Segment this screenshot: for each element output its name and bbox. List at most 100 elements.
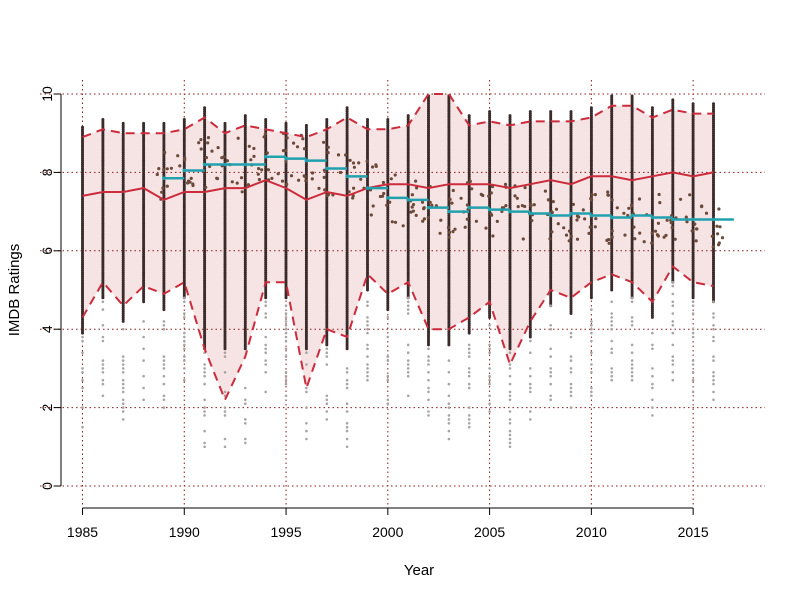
- rating-point-jitter: [554, 207, 559, 211]
- band-fill: [82, 94, 714, 400]
- rating-point-outlier: [386, 398, 390, 402]
- rating-point-outlier: [427, 347, 430, 351]
- rating-point-jitter: [352, 186, 356, 190]
- rating-point-outlier: [101, 378, 105, 382]
- year-points-2002: [420, 94, 438, 417]
- rating-point-outlier: [264, 300, 268, 304]
- rating-point-outlier: [447, 422, 451, 425]
- rating-point-outlier: [508, 410, 512, 413]
- rating-point-jitter: [655, 233, 660, 237]
- rating-point-jitter: [481, 193, 485, 198]
- rating-point-jitter: [322, 140, 326, 144]
- rating-point-jitter: [588, 225, 592, 229]
- rating-point-outlier: [712, 398, 715, 402]
- rating-point-outlier: [81, 335, 84, 339]
- rating-point-outlier: [508, 351, 512, 355]
- rating-point-jitter: [610, 229, 614, 233]
- yearly-average-point: [508, 209, 512, 214]
- rating-point-jitter: [189, 176, 193, 180]
- rating-point-outlier: [467, 351, 471, 355]
- rating-point-outlier: [712, 371, 715, 374]
- rating-point-jitter: [610, 235, 614, 239]
- rating-point-jitter: [204, 156, 208, 160]
- rating-point-jitter: [564, 233, 569, 237]
- rating-point-jitter: [446, 225, 450, 230]
- rating-point-outlier: [630, 343, 634, 347]
- rating-point-outlier: [203, 367, 206, 370]
- rating-point-outlier: [671, 324, 675, 327]
- rating-point-outlier: [366, 367, 369, 370]
- rating-point: [203, 106, 207, 110]
- rating-point-outlier: [81, 371, 84, 374]
- rating-point-outlier: [590, 394, 593, 398]
- rating-point-jitter: [571, 202, 576, 206]
- rating-point-outlier: [712, 316, 715, 319]
- rating-point-jitter: [199, 147, 203, 151]
- rating-point-outlier: [508, 382, 512, 386]
- rating-point-outlier: [264, 316, 268, 319]
- rating-point-outlier: [366, 363, 369, 366]
- year-points-1999: [357, 118, 378, 382]
- rating-point-jitter: [459, 196, 463, 200]
- rating-point: [610, 94, 614, 98]
- rating-point-outlier: [488, 351, 491, 355]
- rating-point-jitter: [401, 224, 405, 228]
- year-points-2011: [605, 94, 619, 382]
- yearly-average-point: [345, 174, 349, 179]
- rating-point-jitter: [284, 159, 288, 163]
- rating-point-outlier: [284, 347, 288, 351]
- rating-point-jitter: [523, 186, 527, 190]
- yearly-average-point: [263, 154, 268, 159]
- rating-point-jitter: [322, 168, 326, 172]
- rating-point: [528, 110, 532, 114]
- rating-point-outlier: [366, 304, 369, 308]
- rating-point-jitter: [371, 204, 375, 208]
- rating-point-outlier: [447, 394, 451, 398]
- rating-point-jitter: [704, 211, 709, 215]
- rating-point-jitter: [694, 239, 698, 243]
- rating-point-jitter: [606, 193, 611, 197]
- rating-point-jitter: [468, 179, 472, 183]
- rating-point-jitter: [338, 170, 343, 175]
- year-points-1987: [121, 121, 125, 421]
- rating-point-jitter: [414, 213, 418, 217]
- rating-point: [182, 118, 186, 121]
- rating-point-outlier: [569, 367, 573, 370]
- rating-point-outlier: [244, 418, 247, 421]
- rating-point-jitter: [487, 194, 491, 198]
- rating-point-outlier: [305, 429, 308, 433]
- rating-point-jitter: [718, 225, 722, 229]
- rating-point-outlier: [671, 363, 675, 366]
- rating-point-outlier: [488, 394, 491, 398]
- yearly-average-point: [691, 217, 695, 222]
- rating-point-outlier: [121, 382, 125, 386]
- rating-point-jitter: [700, 204, 704, 208]
- rating-point-outlier: [142, 359, 145, 362]
- rating-point-outlier: [427, 414, 430, 417]
- rating-point-jitter: [521, 237, 525, 241]
- rating-point-jitter: [246, 183, 250, 187]
- rating-point-outlier: [284, 378, 288, 382]
- rating-point-jitter: [716, 232, 720, 236]
- rating-point-outlier: [305, 363, 308, 366]
- rating-point-outlier: [345, 371, 349, 374]
- rating-point-outlier: [345, 437, 349, 441]
- rating-point-outlier: [223, 445, 227, 449]
- rating-point-jitter: [717, 207, 721, 211]
- rating-point-outlier: [183, 339, 186, 343]
- rating-point-outlier: [569, 406, 573, 409]
- rating-point-outlier: [81, 367, 84, 370]
- rating-point-outlier: [406, 296, 410, 300]
- rating-point-outlier: [467, 367, 471, 370]
- rating-point: [121, 121, 125, 125]
- rating-point-jitter: [556, 222, 560, 226]
- rating-point-jitter: [326, 192, 331, 197]
- rating-point-outlier: [712, 382, 715, 386]
- rating-point-outlier: [345, 422, 349, 425]
- rating-point-outlier: [529, 386, 532, 390]
- rating-point-jitter: [520, 204, 525, 208]
- rating-point-outlier: [427, 378, 430, 382]
- rating-point-jitter: [491, 234, 495, 238]
- rating-point-outlier: [264, 371, 268, 374]
